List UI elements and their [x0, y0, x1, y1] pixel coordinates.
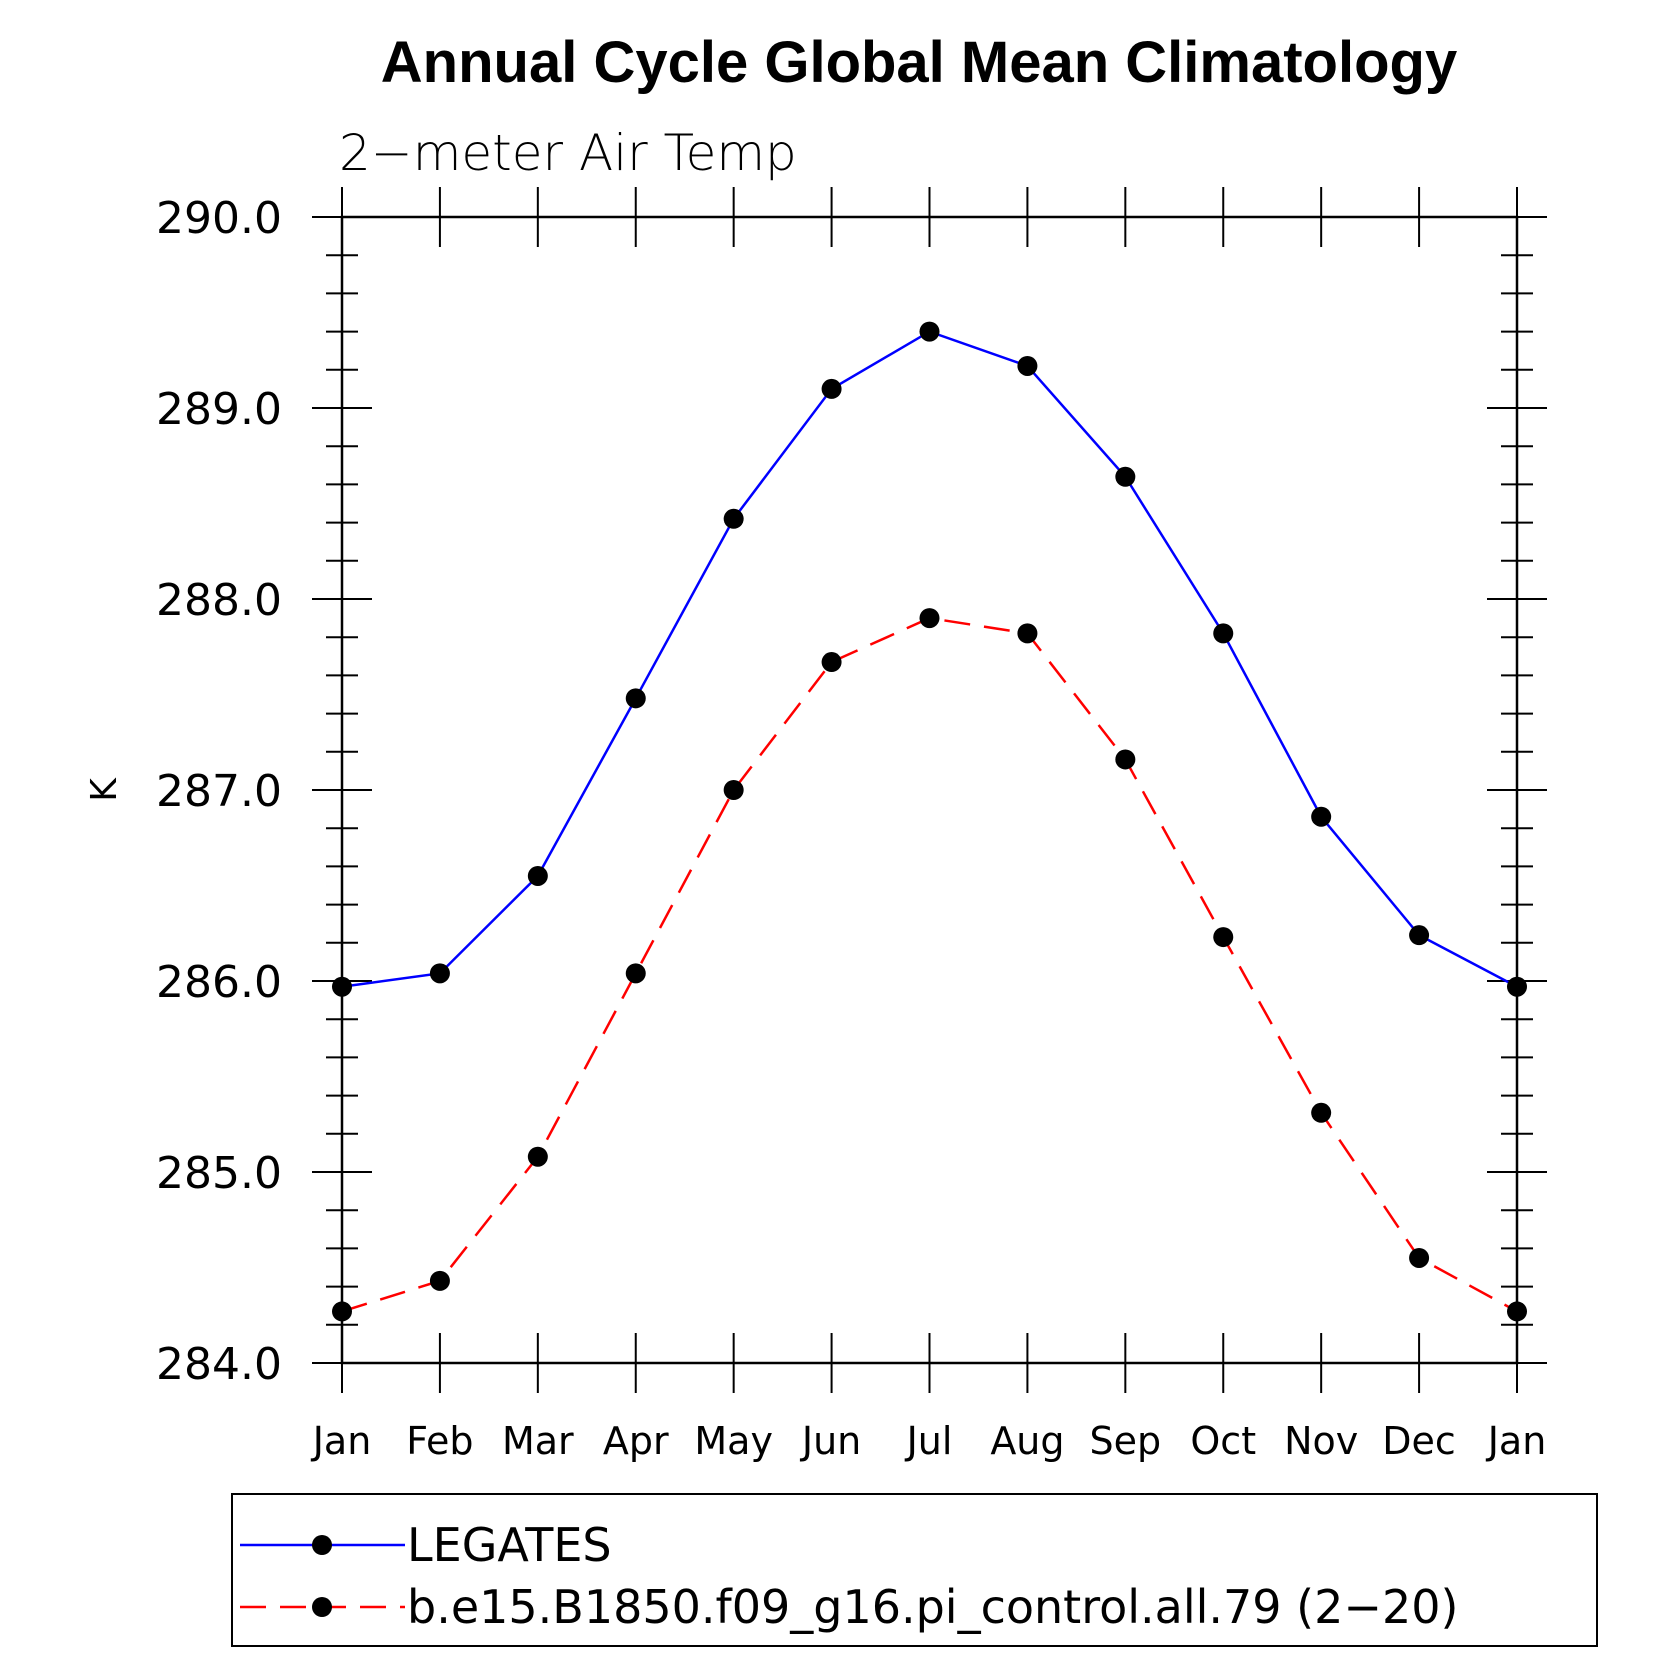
- x-tick-label: Apr: [603, 1419, 669, 1463]
- x-tick-label: Feb: [406, 1419, 473, 1463]
- data-point: [1507, 1301, 1527, 1322]
- series-line: [341, 330, 1518, 988]
- data-point: [429, 1270, 450, 1291]
- data-point: [723, 508, 744, 529]
- legend-marker: [312, 1535, 332, 1555]
- x-tick-label: Mar: [502, 1419, 574, 1463]
- data-point: [527, 1146, 548, 1167]
- series-layer: [332, 321, 1527, 1322]
- y-tick-label: 290.0: [156, 193, 282, 244]
- x-tick-labels: Jan Feb Mar Apr May Jun Jul Aug Sep Oct Nov Dec Jan: [311, 1419, 1547, 1463]
- data-point: [919, 608, 940, 629]
- data-point: [332, 976, 352, 997]
- x-tick-label: Nov: [1284, 1419, 1358, 1463]
- y-tick-label: 287.0: [156, 766, 282, 817]
- y-tick-label: 288.0: [156, 575, 282, 626]
- x-tick-label: Oct: [1190, 1419, 1256, 1463]
- series-line: [341, 616, 1518, 1313]
- data-point: [1115, 749, 1136, 770]
- y-tick-label: 289.0: [156, 384, 282, 435]
- plot-border: [340, 215, 1519, 1365]
- x-tick-label: Dec: [1382, 1419, 1456, 1463]
- series-2: [332, 608, 1527, 1322]
- legend-label: b.e15.B1850.f09_g16.pi_control.all.79 (2…: [407, 1580, 1458, 1634]
- axis-ticks: [312, 187, 1547, 1393]
- data-point: [723, 780, 744, 800]
- legend-item: LEGATES: [240, 1518, 612, 1572]
- plot-frame: [340, 215, 1519, 1365]
- y-axis-label: K: [84, 777, 125, 802]
- chart-title: Annual Cycle Global Mean Climatology: [381, 30, 1457, 95]
- x-tick-label: Aug: [990, 1419, 1064, 1463]
- data-point: [429, 963, 450, 984]
- x-tick-label: May: [694, 1419, 773, 1463]
- x-tick-label: Jun: [800, 1419, 861, 1463]
- legend-box: [231, 1493, 1598, 1647]
- legend-label: LEGATES: [407, 1518, 612, 1572]
- data-point: [332, 1301, 352, 1322]
- data-point: [919, 321, 940, 342]
- data-point: [821, 652, 842, 673]
- x-tick-label: Jan: [311, 1419, 372, 1463]
- data-point: [1311, 1102, 1332, 1123]
- data-point: [527, 865, 548, 886]
- data-point: [1017, 355, 1038, 376]
- data-point: [1507, 976, 1527, 997]
- data-point: [821, 378, 842, 399]
- x-tick-label: Jan: [1486, 1419, 1547, 1463]
- data-point: [1409, 925, 1430, 946]
- chart-subtitle: 2−meter Air Temp: [339, 124, 797, 182]
- data-point: [1213, 927, 1234, 948]
- data-point: [1409, 1247, 1430, 1268]
- legend: LEGATES b.e15.B1850.f09_g16.pi_control.al…: [231, 1493, 1598, 1647]
- series-1: [332, 321, 1527, 997]
- data-point: [1213, 623, 1234, 644]
- data-point: [625, 963, 646, 984]
- x-tick-label: Jul: [905, 1419, 953, 1463]
- data-point: [1017, 623, 1038, 644]
- y-tick-label: 284.0: [156, 1339, 282, 1390]
- x-tick-label: Sep: [1090, 1419, 1162, 1463]
- legend-item: b.e15.B1850.f09_g16.pi_control.all.79 (2…: [240, 1580, 1458, 1634]
- y-tick-label: 285.0: [156, 1148, 282, 1199]
- y-tick-label: 286.0: [156, 957, 282, 1008]
- legend-marker: [312, 1597, 332, 1617]
- data-point: [1115, 466, 1136, 487]
- y-tick-labels: 284.0 285.0 286.0 287.0 288.0 289.0 290.0: [156, 193, 282, 1390]
- data-point: [625, 688, 646, 709]
- data-point: [1311, 806, 1332, 827]
